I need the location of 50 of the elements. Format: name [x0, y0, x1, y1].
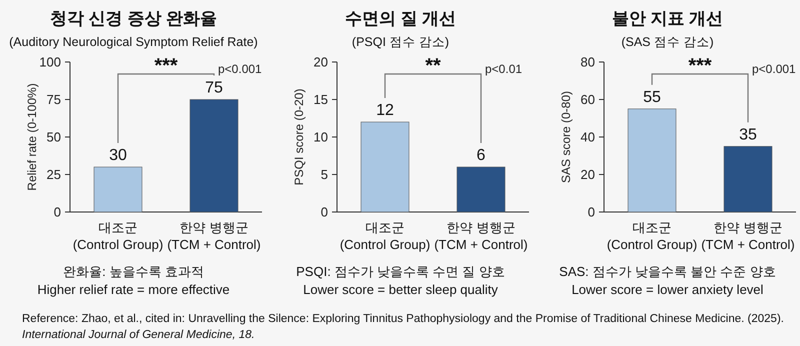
y-tick-label: 25 — [46, 167, 61, 182]
chart-subtitle: (SAS 점수 감소) — [621, 35, 714, 49]
data-label: 30 — [109, 147, 127, 164]
y-tick-label: 5 — [320, 167, 328, 182]
y-tick-label: 10 — [314, 130, 328, 145]
y-tick-label: 0 — [320, 204, 328, 220]
x-tick-label: 대조군 (Control Group) — [72, 220, 164, 252]
text: PSQI: 점수가 낮을수록 수면 질 양호 — [296, 264, 505, 279]
text: SAS: 점수가 낮을수록 불안 수준 양호 — [559, 264, 776, 279]
y-axis-title: PSQI score (0-20) — [292, 88, 306, 186]
annotation: p<0.001 — [218, 62, 262, 76]
text: International Journal of General Medicine, 18. — [22, 329, 255, 341]
data-label: 6 — [476, 147, 486, 164]
y-axis-title: Relief rate (0-100%) — [25, 83, 39, 191]
chart-subtitle: (PSQI 점수 감소) — [352, 35, 450, 49]
y-tick-label: 100 — [39, 54, 61, 70]
text: Higher relief rate = more effective — [37, 282, 230, 297]
y-tick-label: 0 — [588, 204, 595, 220]
data-label: 35 — [739, 126, 757, 144]
data-label: 12 — [376, 102, 394, 119]
y-tick-label: 20 — [314, 54, 328, 70]
annotation: p<0.001 — [752, 62, 796, 76]
x-tick-label: 한약 병행군 (TCM + Control) — [167, 220, 261, 252]
x-tick-label: 한약 병행군 (TCM + Control) — [434, 220, 528, 252]
data-label: 55 — [643, 88, 661, 106]
y-tick-label: 20 — [580, 167, 595, 182]
chart-subtitle: (Auditory Neurological Symptom Relief Rate) — [9, 35, 258, 49]
data-label: 75 — [205, 80, 223, 96]
x-tick-label: 대조군 (Control Group) — [340, 220, 430, 252]
text: Reference: Zhao, et al., cited in: Unravelling the Silence: Exploring Tinnitus Pathophysiology and the Promise of Traditional Chinese Medicine. (2025). — [22, 313, 784, 325]
annotation: *** — [154, 55, 178, 77]
y-tick-label: 40 — [580, 130, 595, 145]
y-tick-label: 80 — [580, 54, 595, 70]
y-tick-label: 15 — [314, 92, 328, 108]
annotation: p<0.01 — [485, 62, 522, 76]
chart-title: 청각 신경 증상 완화율 — [50, 9, 218, 28]
text: Lower score = better sleep quality — [303, 282, 498, 297]
chart-title: 수면의 질 개선 — [344, 9, 456, 28]
text: 완화율: 높을수록 효과적 — [63, 264, 204, 279]
y-axis-title: SAS score (0-80) — [559, 90, 573, 184]
x-tick-label: 한약 병행군 (TCM + Control) — [701, 220, 795, 252]
x-tick-label: 대조군 (Control Group) — [606, 220, 698, 252]
y-tick-label: 60 — [580, 92, 595, 108]
annotation: *** — [688, 55, 712, 77]
chart-title: 불안 지표 개선 — [612, 9, 724, 28]
y-tick-label: 75 — [46, 92, 61, 108]
y-tick-label: 0 — [54, 204, 61, 220]
annotation: ** — [425, 55, 441, 77]
text: Lower score = lower anxiety level — [572, 282, 764, 297]
y-tick-label: 50 — [46, 130, 61, 145]
